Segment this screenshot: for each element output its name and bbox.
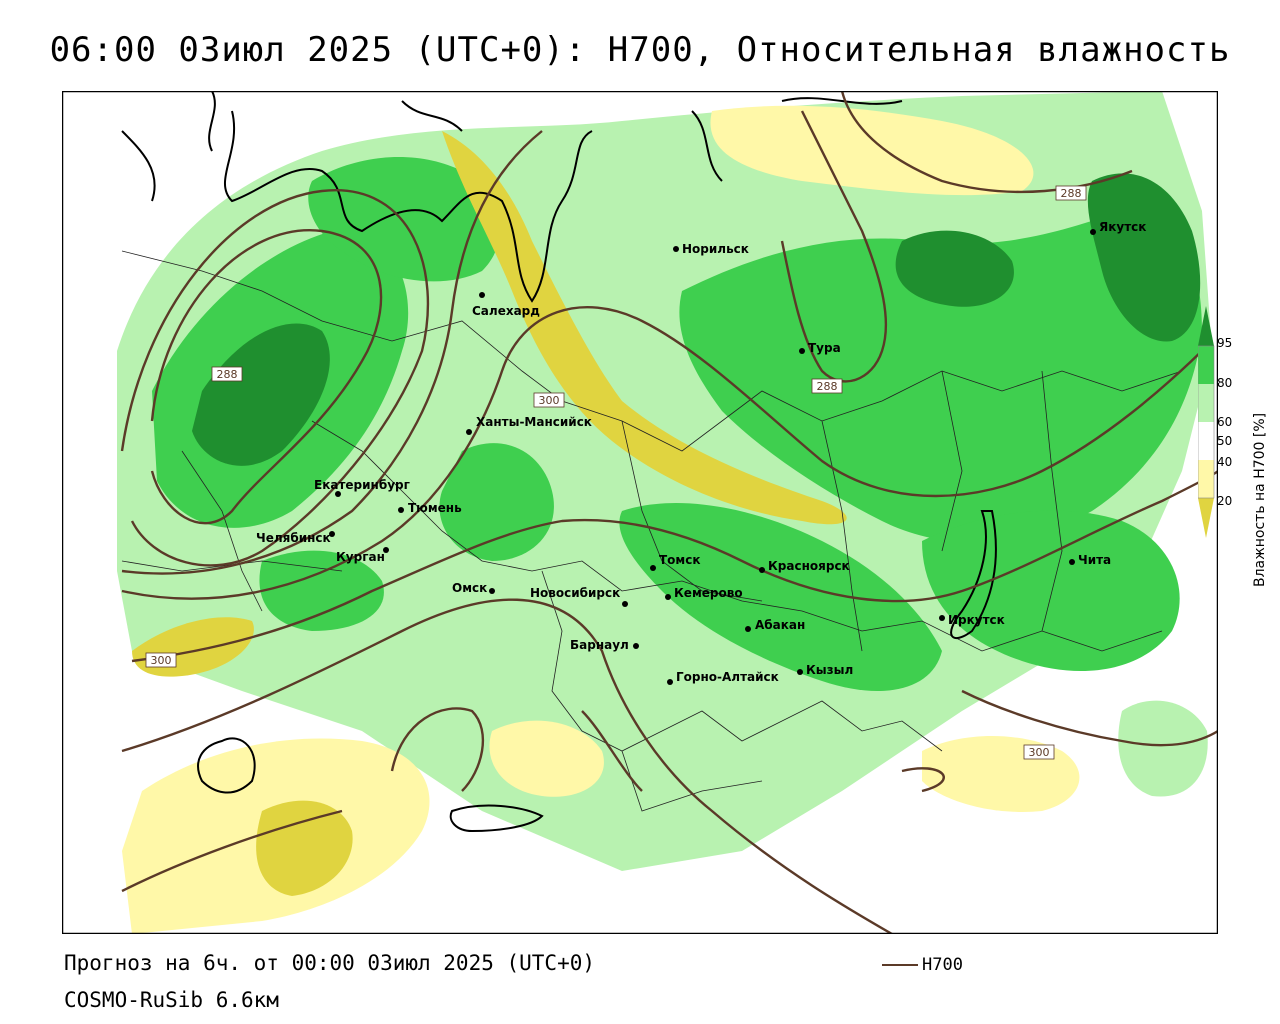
isoline-labels: 288 288 288 300 300 300 [145, 185, 1087, 760]
svg-text:Кызыл: Кызыл [806, 663, 853, 677]
isoline-label-text: 288 [1061, 187, 1082, 200]
isoline-label-text: 300 [151, 654, 172, 667]
coastline [121, 91, 997, 833]
svg-text:Томск: Томск [659, 553, 701, 567]
svg-text:Барнаул: Барнаул [570, 638, 629, 652]
isoline-label-text: 288 [217, 368, 238, 381]
isoline-label: 288 [811, 378, 843, 394]
map-title: 06:00 03июл 2025 (UTC+0): H700, Относите… [49, 30, 1231, 70]
city-gorno: Горно-Алтайск [667, 670, 779, 685]
isoline-label: 300 [533, 392, 565, 408]
city-barnaul: Барнаул [570, 638, 639, 652]
svg-text:Екатеринбург: Екатеринбург [314, 478, 410, 492]
svg-text:Ханты-Мансийск: Ханты-Мансийск [476, 415, 592, 429]
city-tomsk: Томск [650, 553, 701, 571]
svg-text:Новосибирск: Новосибирск [530, 586, 620, 600]
colorbar-bottom-arrow [1198, 498, 1214, 538]
colorbar-tick: 50 [1217, 434, 1232, 448]
colorbar [1198, 306, 1215, 538]
colorbar-top-arrow [1198, 306, 1214, 346]
isoline-label-text: 300 [1029, 746, 1050, 759]
city-markers: Норильск Якутск Салехард Тура Ханты-Манс… [256, 220, 1146, 685]
svg-text:Якутск: Якутск [1099, 220, 1146, 234]
colorbar-tick: 20 [1217, 494, 1232, 508]
city-novosibirsk: Новосибирск [530, 586, 628, 607]
city-krasnoyarsk: Красноярск [759, 559, 850, 573]
city-salekhard: Салехард [472, 292, 540, 318]
svg-text:Салехард: Салехард [472, 304, 540, 318]
model-info: COSMO-RuSib 6.6км [64, 988, 279, 1012]
colorbar-band [1198, 460, 1214, 498]
city-kurgan: Курган [336, 547, 389, 564]
city-ekb: Екатеринбург [314, 478, 410, 497]
svg-text:Норильск: Норильск [682, 242, 749, 256]
city-kemerovo: Кемерово [665, 586, 743, 600]
city-tyumen: Тюмень [398, 501, 462, 515]
colorbar-ticks: 95 80 60 50 40 20 [1217, 336, 1232, 508]
isoline-label: 288 [211, 366, 243, 382]
colorbar-tick: 40 [1217, 455, 1232, 469]
svg-text:Абакан: Абакан [755, 618, 805, 632]
svg-text:Тура: Тура [808, 341, 841, 355]
isoline-legend-swatch [882, 964, 918, 966]
city-chita: Чита [1069, 553, 1111, 567]
h700-isolines [120, 91, 1218, 934]
isoline-label-text: 288 [817, 380, 838, 393]
forecast-info: Прогноз на 6ч. от 00:00 03июл 2025 (UTC+… [64, 951, 596, 975]
svg-text:Тюмень: Тюмень [408, 501, 462, 515]
map-frame [62, 91, 1218, 934]
svg-text:Омск: Омск [452, 581, 487, 595]
isoline-label: 300 [145, 652, 177, 668]
city-chelyabinsk: Челябинск [256, 531, 335, 545]
city-irkutsk: Иркутск [939, 613, 1005, 627]
city-kyzyl: Кызыл [797, 663, 853, 677]
city-omsk: Омск [452, 581, 495, 595]
svg-text:Иркутск: Иркутск [948, 613, 1005, 627]
city-tura: Тура [799, 341, 841, 355]
colorbar-tick: 95 [1217, 336, 1232, 350]
forecast-map: 288 288 288 300 300 300 [62, 91, 1218, 934]
colorbar-tick: 80 [1217, 376, 1232, 390]
colorbar-band [1198, 346, 1214, 384]
isoline-label: 300 [1023, 744, 1055, 760]
svg-text:Кемерово: Кемерово [674, 586, 743, 600]
svg-text:Курган: Курган [336, 550, 385, 564]
colorbar-tick: 60 [1217, 415, 1232, 429]
humidity-field [117, 91, 1212, 934]
isoline-legend: H700 [882, 955, 963, 975]
svg-text:Челябинск: Челябинск [256, 531, 331, 545]
svg-text:Горно-Алтайск: Горно-Алтайск [676, 670, 779, 684]
city-khanty: Ханты-Мансийск [466, 415, 592, 435]
colorbar-band [1198, 422, 1214, 460]
city-norilsk: Норильск [673, 242, 749, 256]
isoline-legend-label: H700 [922, 955, 963, 975]
city-abakan: Абакан [745, 618, 805, 632]
isoline-label-text: 300 [539, 394, 560, 407]
svg-text:Чита: Чита [1078, 553, 1111, 567]
city-yakutsk: Якутск [1090, 220, 1146, 235]
colorbar-band [1198, 384, 1214, 422]
svg-text:Влажность на H700 [%]: Влажность на H700 [%] [1252, 413, 1268, 587]
svg-text:Красноярск: Красноярск [768, 559, 850, 573]
colorbar-title: Влажность на H700 [%] [1252, 413, 1268, 587]
isoline-label: 288 [1055, 185, 1087, 201]
